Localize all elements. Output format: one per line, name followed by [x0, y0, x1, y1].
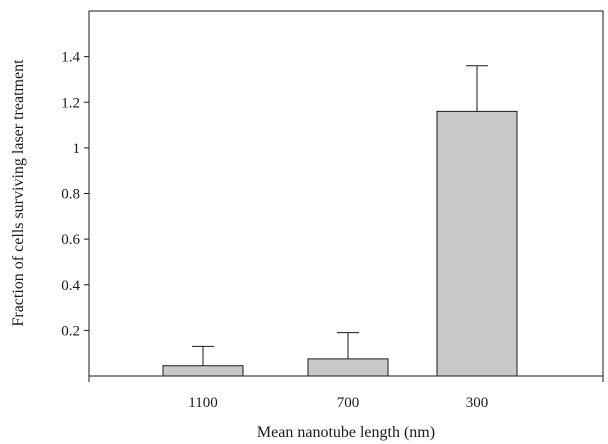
y-axis-title: Fraction of cells surviving laser treatm… [10, 59, 27, 327]
y-tick-label: 1.4 [61, 50, 80, 66]
y-tick-label: 0.6 [61, 232, 80, 248]
error-bars-group [192, 65, 488, 366]
y-tick-label: 0.2 [61, 323, 80, 339]
y-axis: 0.2 0.4 0.6 0.8 1 1.2 1.4 [61, 50, 89, 339]
bar-700 [307, 358, 389, 377]
y-tick-label: 1.2 [61, 95, 80, 111]
y-tick-label: 1 [73, 141, 81, 157]
x-tick-label: 1100 [188, 395, 217, 411]
bars-group [162, 110, 518, 377]
y-tick-label: 0.4 [61, 278, 80, 294]
x-axis-title: Mean nanotube length (nm) [257, 424, 435, 441]
y-tick-label: 0.8 [61, 187, 80, 203]
x-tick-label: 700 [337, 395, 360, 411]
x-tick-label: 300 [466, 395, 489, 411]
bar-300 [436, 110, 518, 377]
bar-1100 [162, 365, 244, 377]
plot-frame [88, 10, 604, 377]
x-axis: 1100 700 300 [88, 376, 604, 411]
